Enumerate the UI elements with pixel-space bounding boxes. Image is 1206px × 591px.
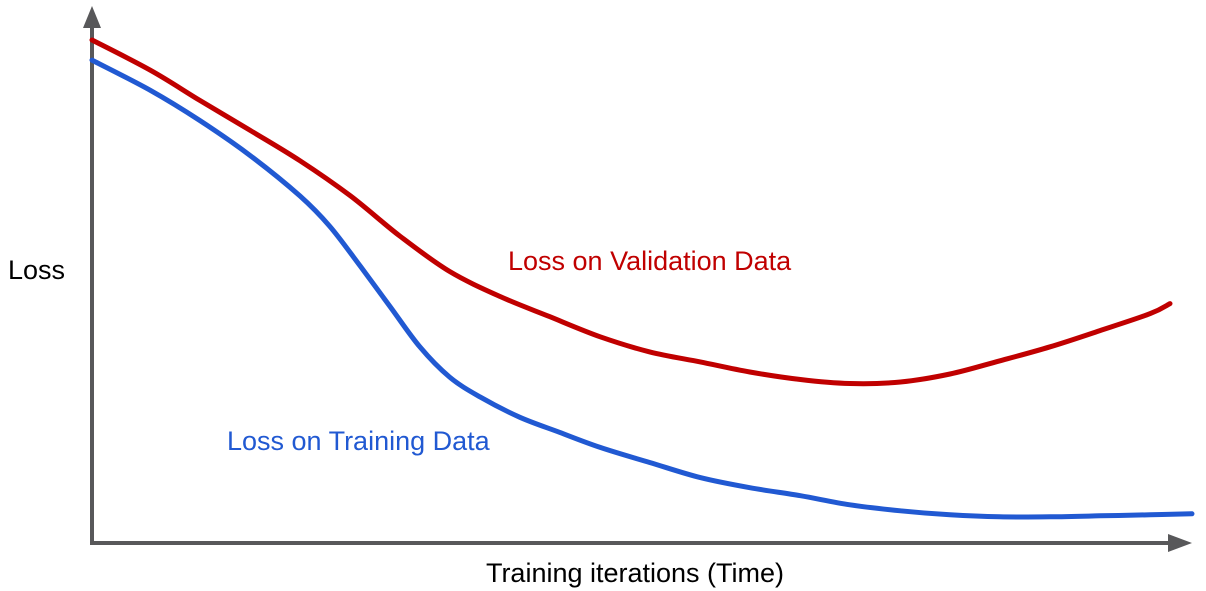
validation-loss-curve: [89, 37, 1173, 387]
y-axis-label: Loss: [8, 255, 66, 285]
x-axis-arrowhead-icon: [1168, 534, 1192, 552]
x-axis-label: Training iterations (Time): [485, 558, 785, 588]
validation-series-label: Loss on Validation Data: [508, 246, 792, 276]
training-loss-curve: [89, 57, 1195, 520]
y-axis-arrowhead-icon: [83, 6, 101, 28]
training-series-label: Loss on Training Data: [227, 426, 490, 456]
